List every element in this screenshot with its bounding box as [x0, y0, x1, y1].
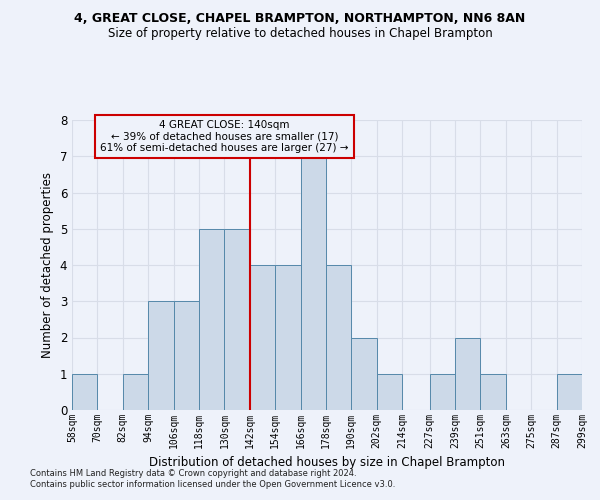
- Bar: [224, 229, 250, 410]
- Bar: [557, 374, 582, 410]
- Bar: [377, 374, 402, 410]
- Bar: [173, 301, 199, 410]
- Text: Size of property relative to detached houses in Chapel Brampton: Size of property relative to detached ho…: [107, 28, 493, 40]
- Bar: [199, 229, 224, 410]
- Text: Contains public sector information licensed under the Open Government Licence v3: Contains public sector information licen…: [30, 480, 395, 489]
- Bar: [301, 156, 326, 410]
- Text: 4, GREAT CLOSE, CHAPEL BRAMPTON, NORTHAMPTON, NN6 8AN: 4, GREAT CLOSE, CHAPEL BRAMPTON, NORTHAM…: [74, 12, 526, 26]
- Bar: [275, 265, 301, 410]
- Bar: [481, 374, 506, 410]
- Bar: [250, 265, 275, 410]
- Bar: [326, 265, 352, 410]
- Bar: [72, 374, 97, 410]
- Bar: [352, 338, 377, 410]
- Bar: [455, 338, 481, 410]
- Y-axis label: Number of detached properties: Number of detached properties: [41, 172, 54, 358]
- Text: Contains HM Land Registry data © Crown copyright and database right 2024.: Contains HM Land Registry data © Crown c…: [30, 468, 356, 477]
- Bar: [148, 301, 173, 410]
- Text: 4 GREAT CLOSE: 140sqm
← 39% of detached houses are smaller (17)
61% of semi-deta: 4 GREAT CLOSE: 140sqm ← 39% of detached …: [100, 120, 349, 153]
- X-axis label: Distribution of detached houses by size in Chapel Brampton: Distribution of detached houses by size …: [149, 456, 505, 469]
- Bar: [430, 374, 455, 410]
- Bar: [582, 374, 600, 410]
- Bar: [123, 374, 148, 410]
